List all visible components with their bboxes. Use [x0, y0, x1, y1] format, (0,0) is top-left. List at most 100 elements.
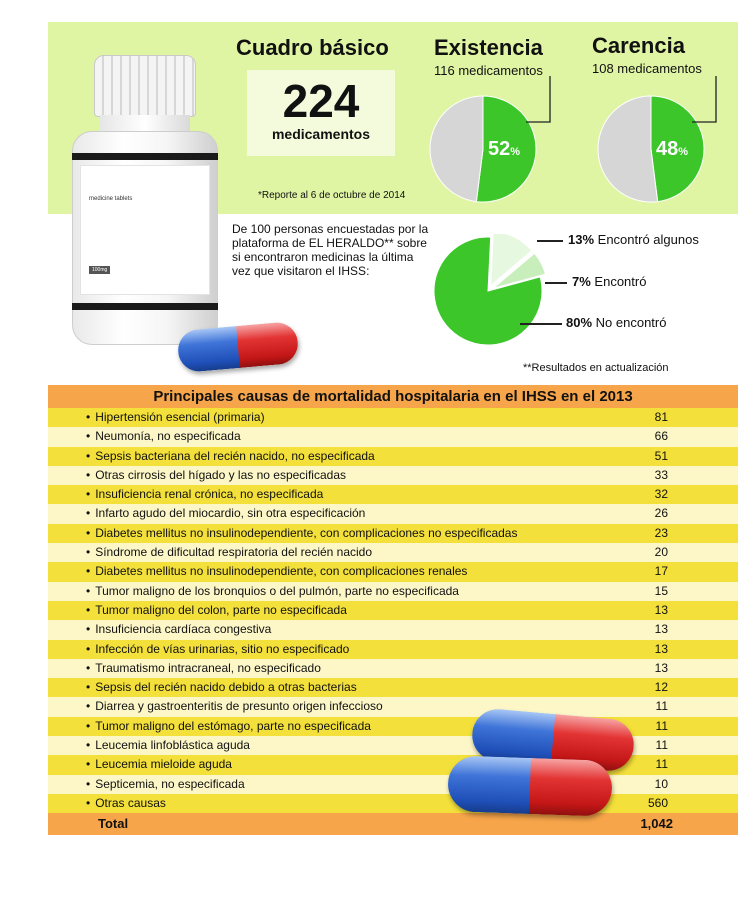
table-cell-value: 26	[654, 506, 668, 521]
table-cell-cause: Sepsis del recién nacido debido a otras …	[86, 678, 357, 697]
table-title: Principales causas de mortalidad hospita…	[48, 385, 738, 408]
table-row: Infarto agudo del miocardio, sin otra es…	[48, 504, 738, 524]
medicine-bottle-illustration: medicine tablets 100mg	[70, 55, 220, 345]
table-row: Tumor maligno del colon, parte no especi…	[48, 600, 738, 621]
existencia-pie-chart	[429, 95, 537, 203]
table-cell-cause: Tumor maligno del colon, parte no especi…	[86, 601, 347, 620]
existencia-pointer-line	[526, 76, 551, 123]
existencia-percent-sign: %	[510, 146, 521, 158]
table-cell-cause: Traumatismo intracraneal, no especificad…	[86, 659, 321, 678]
basic-count-label: medicamentos	[271, 126, 371, 142]
table-cell-cause: Neumonía, no especificada	[86, 427, 240, 446]
table-row: Traumatismo intracraneal, no especificad…	[48, 658, 738, 679]
table-cell-value: 20	[654, 545, 668, 560]
table-cell-value: 51	[654, 448, 668, 463]
survey-legend-label: Encontró	[594, 274, 647, 289]
table-cell-value: 12	[654, 680, 668, 695]
carencia-title: Carencia	[592, 33, 685, 58]
table-row: Insuficiencia renal crónica, no especifi…	[48, 485, 738, 505]
table-total-label: Total	[98, 816, 129, 832]
survey-leader-line-1	[537, 240, 563, 242]
carencia-percent-sign: %	[678, 146, 689, 158]
carencia-subtitle: 108 medicamentos	[592, 61, 702, 76]
table-row: Tumor maligno de los bronquios o del pul…	[48, 581, 738, 601]
bottle-cap	[94, 55, 196, 117]
pie-slice-existencia	[475, 95, 537, 203]
carencia-percent-value: 48	[656, 138, 679, 160]
bottle-label-tag: 100mg	[89, 266, 111, 274]
table-cell-cause: Diabetes mellitus no insulinodependiente…	[86, 524, 517, 543]
table-cell-cause: Insuficiencia cardíaca congestiva	[86, 620, 271, 639]
table-total-row: Total 1,042	[48, 813, 738, 836]
carencia-percent: 48%	[656, 138, 688, 161]
pie-slice-resto	[597, 95, 659, 203]
table-row: Leucemia mieloide aguda 11	[48, 755, 738, 775]
pie-slice-encontro	[492, 252, 547, 289]
table-cell-value: 13	[654, 622, 668, 637]
table-cell-value: 560	[647, 795, 668, 810]
table-cell-cause: Otras causas	[86, 794, 166, 813]
existencia-subtitle: 116 medicamentos	[434, 63, 543, 78]
table-row: Insuficiencia cardíaca congestiva 13	[48, 620, 738, 640]
survey-pie-chart	[433, 234, 547, 346]
table-cell-cause: Leucemia linfoblástica aguda	[86, 736, 250, 755]
pie-slice-encontro-algunos	[490, 234, 533, 287]
survey-legend-label: No encontró	[595, 315, 667, 330]
report-note: *Reporte al 6 de octubre de 2014	[258, 190, 406, 201]
table-row: Diarrea y gastroenteritis de presunto or…	[48, 697, 738, 717]
table-cell-value: 13	[654, 641, 668, 656]
table-cell-value: 11	[655, 699, 668, 714]
capsule-pill-top	[176, 320, 300, 374]
existencia-title: Existencia	[434, 35, 543, 60]
table-cell-value: 11	[655, 757, 668, 772]
survey-legend-pct: 7%	[572, 274, 591, 289]
survey-legend-label: Encontró algunos	[597, 232, 699, 247]
pie-slice-no-encontro	[433, 236, 543, 346]
table-row: Neumonía, no especificada 66	[48, 427, 738, 447]
table-cell-cause: Diarrea y gastroenteritis de presunto or…	[86, 697, 382, 716]
bottle-neck	[100, 115, 190, 135]
table-cell-cause: Otras cirrosis del hígado y las no espec…	[86, 466, 346, 485]
mortality-table: Principales causas de mortalidad hospita…	[48, 385, 738, 836]
table-cell-value: 13	[654, 602, 668, 617]
table-row: Diabetes mellitus no insulinodependiente…	[48, 562, 738, 582]
table-cell-cause: Tumor maligno del estómago, parte no esp…	[86, 717, 371, 736]
table-cell-cause: Diabetes mellitus no insulinodependiente…	[86, 562, 467, 581]
table-cell-cause: Síndrome de dificultad respiratoria del …	[86, 543, 372, 562]
update-note: **Resultados en actualización	[523, 362, 669, 374]
bottle-band-top	[72, 153, 218, 160]
survey-legend-item-1: 13% Encontró algunos	[568, 232, 699, 247]
table-cell-value: 13	[654, 660, 668, 675]
basic-title: Cuadro básico	[236, 35, 389, 60]
table-cell-value: 17	[654, 564, 668, 579]
table-cell-cause: Leucemia mieloide aguda	[86, 755, 232, 774]
table-cell-value: 11	[655, 738, 668, 753]
table-cell-cause: Insuficiencia renal crónica, no especifi…	[86, 485, 323, 504]
capsule-pill-lower	[447, 755, 613, 817]
survey-legend-pct: 80%	[566, 315, 593, 330]
table-cell-value: 11	[655, 718, 668, 733]
basic-count-number: 224	[282, 75, 360, 127]
table-body: Hipertensión esencial (primaria) 81 Neumon…	[48, 408, 738, 814]
bottle-label: medicine tablets 100mg	[80, 165, 210, 295]
bottle-label-text: medicine tablets	[89, 196, 133, 202]
table-cell-value: 33	[654, 467, 668, 482]
table-row: Sepsis del recién nacido debido a otras …	[48, 678, 738, 698]
table-cell-value: 66	[654, 429, 668, 444]
table-row: Otras causas 560	[48, 793, 738, 814]
table-cell-value: 15	[654, 583, 668, 598]
existencia-percent: 52%	[488, 138, 520, 161]
basic-count-box: 224 medicamentos	[247, 70, 395, 156]
survey-legend-pct: 13%	[568, 232, 595, 247]
pie-slice-carencia	[650, 95, 705, 203]
existencia-percent-value: 52	[488, 138, 511, 160]
table-cell-cause: Hipertensión esencial (primaria)	[86, 408, 264, 427]
survey-legend-item-2: 7% Encontró	[572, 274, 646, 289]
table-row: Infección de vías urinarias, sitio no es…	[48, 639, 738, 659]
survey-description: De 100 personas encuestadas por la plata…	[232, 222, 429, 278]
table-row: Diabetes mellitus no insulinodependiente…	[48, 523, 738, 544]
table-row: Leucemia linfoblástica aguda 11	[48, 736, 738, 756]
table-cell-cause: Septicemia, no especificada	[86, 775, 244, 794]
table-row: Sepsis bacteriana del recién nacido, no …	[48, 446, 738, 466]
table-cell-value: 23	[654, 525, 668, 540]
